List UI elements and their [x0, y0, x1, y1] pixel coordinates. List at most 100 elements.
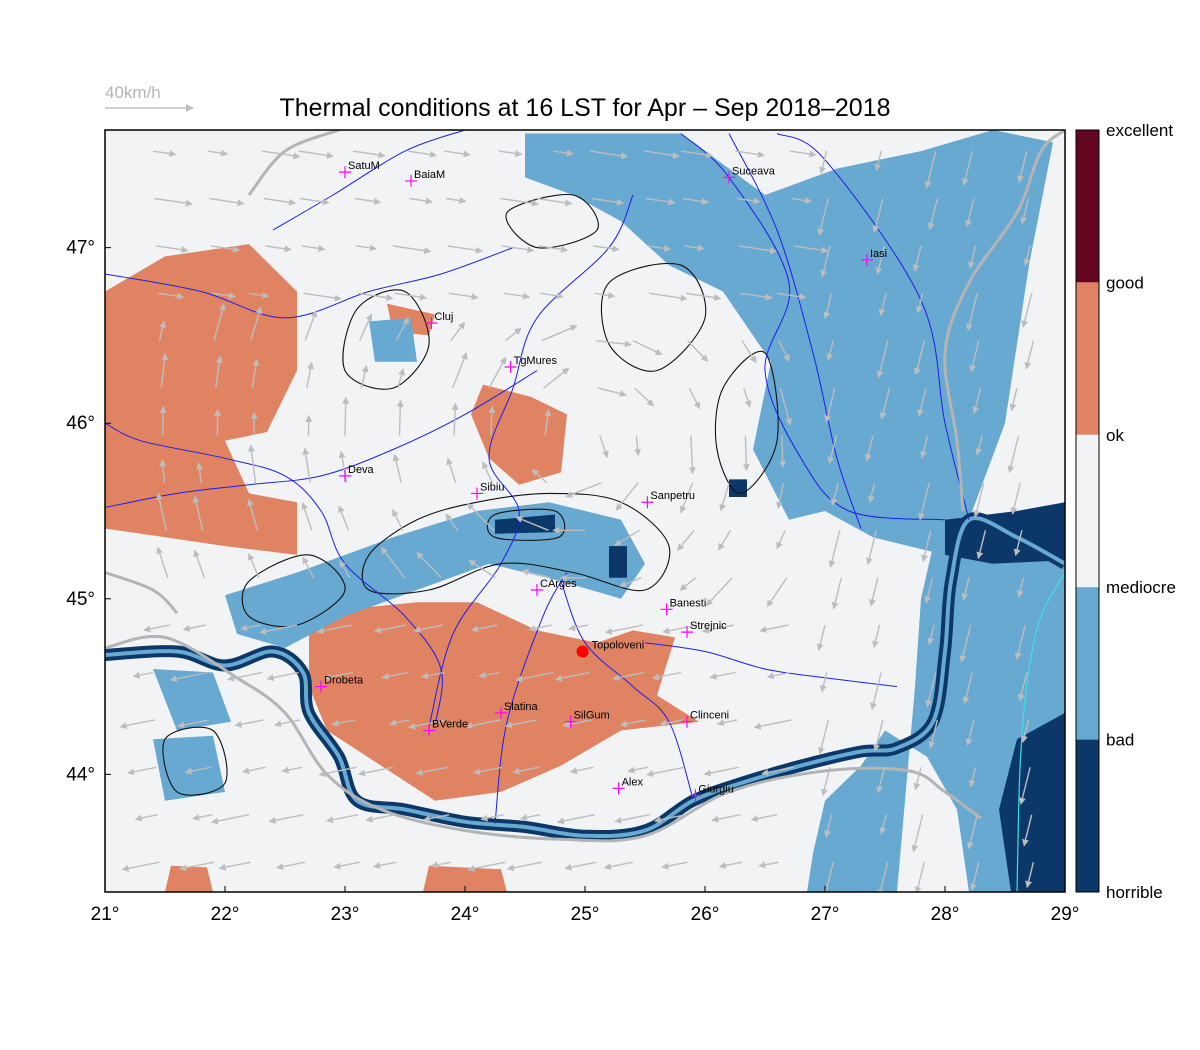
wind-arrow — [395, 317, 410, 342]
wind-arrow — [718, 861, 743, 869]
river-line — [560, 581, 694, 800]
wind-arrow — [541, 324, 578, 342]
wind-arrow — [718, 529, 732, 551]
wind-arrow — [682, 197, 709, 205]
wind-arrow — [918, 482, 930, 521]
wind-arrow — [740, 292, 773, 301]
wind-arrow — [506, 861, 543, 872]
wind-arrow — [679, 482, 694, 514]
wind-arrow — [274, 719, 301, 728]
city-sanpetru: Sanpetru — [641, 490, 695, 509]
legend-band — [1076, 739, 1099, 892]
wind-arrow — [227, 671, 263, 682]
wind-arrow — [864, 435, 874, 462]
legend-label: mediocre — [1106, 578, 1176, 597]
wind-arrow — [615, 482, 639, 511]
city-iasi: Iasi — [861, 248, 887, 266]
wind-arrow — [914, 862, 925, 892]
wind-arrow — [531, 468, 548, 484]
wind-arrow — [968, 767, 977, 788]
city-cluj: Cluj — [425, 311, 453, 330]
wind-arrow — [920, 435, 929, 459]
wind-arrow — [301, 244, 326, 252]
wind-arrow — [353, 150, 386, 159]
wind-arrow — [192, 814, 213, 821]
wind-arrow — [543, 367, 570, 389]
wind-arrow — [1022, 814, 1033, 847]
wind-arrow — [302, 447, 311, 484]
wind-arrow — [779, 435, 787, 469]
wind-arrow — [554, 671, 591, 682]
wind-arrow — [416, 551, 442, 579]
wind-arrow — [975, 435, 983, 456]
region-bad — [225, 502, 645, 648]
city-silgum: SilGum — [564, 710, 610, 728]
wind-arrow — [121, 861, 160, 872]
wind-arrow — [553, 149, 574, 157]
wind-arrow — [830, 482, 839, 506]
border-line — [105, 634, 982, 843]
wind-arrow — [423, 814, 450, 822]
city-marker-icon — [612, 782, 625, 795]
wind-arrow — [828, 530, 841, 568]
legend-label: ok — [1106, 426, 1124, 445]
wind-arrow — [356, 244, 377, 252]
x-tick-label: 23° — [331, 904, 360, 925]
wind-arrow — [324, 671, 354, 681]
contour-line — [714, 350, 779, 494]
wind-arrow — [247, 553, 260, 578]
wind-arrow — [820, 245, 831, 278]
wind-arrow — [520, 814, 541, 821]
wind-arrow — [966, 814, 978, 850]
wind-arrow — [466, 502, 495, 531]
contour-line — [600, 262, 707, 372]
thermal-regions — [105, 130, 1065, 892]
wind-arrow — [169, 671, 208, 683]
wind-arrow — [500, 197, 539, 207]
wind-arrow — [614, 814, 650, 824]
legend-frame — [1075, 129, 1100, 893]
river-line — [728, 133, 862, 529]
wind-arrow — [612, 671, 645, 681]
wind-arrow — [705, 577, 733, 607]
wind-arrow — [407, 150, 438, 158]
wind-arrow — [451, 352, 468, 389]
wind-scale-label: 40km/h — [105, 83, 161, 102]
wind-arrow — [392, 453, 402, 484]
wind-arrow — [445, 513, 458, 531]
wind-arrow — [152, 150, 177, 158]
wind-arrow — [925, 672, 937, 708]
border-line — [105, 571, 179, 614]
wind-arrow — [444, 150, 471, 158]
wind-arrow — [867, 482, 876, 503]
city-tgmures: TgMures — [504, 355, 557, 374]
wind-arrow — [775, 482, 785, 509]
wind-arrow — [826, 340, 834, 361]
wind-arrow — [450, 321, 466, 342]
city-carges: CArges — [531, 578, 577, 597]
contour-line — [486, 508, 566, 541]
wind-arrow — [1017, 150, 1028, 183]
wind-arrow — [912, 245, 922, 272]
city-marker-icon — [339, 469, 351, 482]
wind-arrow — [825, 862, 834, 892]
city-deva: Deva — [339, 464, 375, 482]
wind-arrow — [597, 387, 627, 397]
wind-arrow — [326, 814, 359, 824]
wind-arrow — [873, 719, 884, 752]
city-label: Deva — [348, 464, 375, 476]
wind-arrow — [976, 530, 987, 560]
wind-arrow — [304, 309, 318, 341]
y-tick-label: 44° — [66, 764, 95, 785]
city-clinceni: Clinceni — [681, 710, 729, 728]
region-horrible — [495, 514, 555, 534]
wind-arrow — [209, 197, 245, 207]
wind-arrow — [392, 509, 404, 531]
x-tick-label: 21° — [91, 904, 120, 925]
legend-label: good — [1106, 273, 1144, 292]
wind-arrow — [589, 150, 629, 160]
legend-band — [1076, 434, 1099, 588]
wind-arrow — [972, 387, 982, 414]
wind-arrow — [924, 577, 934, 604]
wind-arrow — [973, 482, 985, 518]
